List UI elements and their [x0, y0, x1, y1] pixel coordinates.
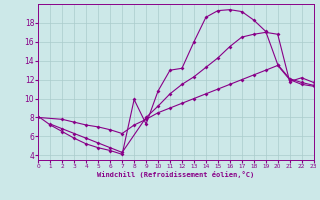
X-axis label: Windchill (Refroidissement éolien,°C): Windchill (Refroidissement éolien,°C) — [97, 171, 255, 178]
